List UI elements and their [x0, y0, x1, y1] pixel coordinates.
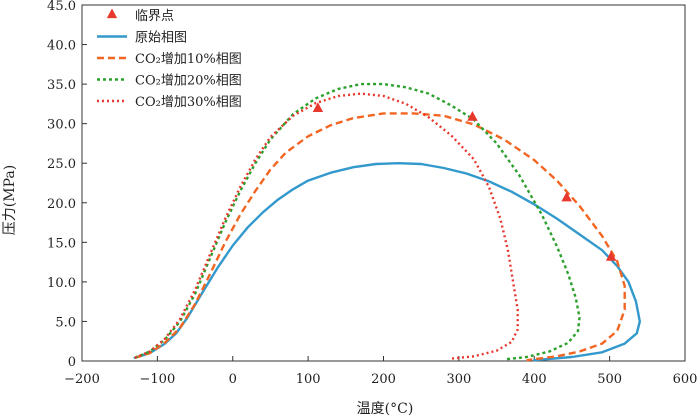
series-line-1: [133, 162, 641, 362]
y-tick-label: 15.0: [47, 236, 76, 251]
x-tick-label: −200: [64, 372, 100, 387]
series-line-2: [134, 112, 626, 362]
critical-point-marker: [561, 191, 572, 202]
legend-label-4: CO₂增加30%相图: [135, 95, 242, 110]
y-tick-label: 0: [68, 355, 76, 370]
x-tick-label: −100: [140, 372, 176, 387]
y-tick-label: 35.0: [47, 78, 76, 93]
axes-layer: −200 −100 0 100 200 300 400 500 600 0 5.0 10.0 15.0 2…: [47, 0, 697, 387]
legend-label-1: 原始相图: [135, 31, 187, 46]
series-line-4: [134, 92, 519, 360]
critical-point-marker: [312, 102, 324, 112]
x-tick-label: 0: [229, 372, 237, 387]
x-tick-label: 500: [597, 372, 622, 387]
y-axis-label: 压力(MPa): [2, 165, 18, 235]
x-tick-label: 100: [296, 372, 321, 387]
series-layer: [133, 82, 641, 362]
y-tick-label: 5.0: [55, 315, 76, 330]
y-tick-label: 25.0: [47, 157, 76, 172]
legend-label-3: CO₂增加20%相图: [135, 74, 242, 89]
legend-label-2: CO₂增加10%相图: [135, 52, 242, 67]
legend-critical-point-label: 临界点: [135, 9, 174, 24]
y-tick-label: 30.0: [47, 118, 76, 133]
critical-point-marker: [467, 111, 478, 121]
critical-point-layer: [312, 102, 617, 261]
critical-point-marker: [605, 251, 617, 261]
x-tick-label: 400: [522, 372, 547, 387]
y-tick-label: 45.0: [47, 0, 76, 14]
x-tick-label: 300: [446, 372, 471, 387]
x-tick-label: 200: [371, 372, 396, 387]
y-tick-label: 20.0: [47, 197, 76, 212]
x-tick-label: 600: [673, 372, 698, 387]
series-line-3: [134, 82, 581, 361]
x-axis-label: 温度(°C): [357, 401, 414, 417]
y-tick-label: 10.0: [47, 276, 76, 291]
y-tick-label: 40.0: [47, 39, 76, 54]
legend-critical-point-symbol: [106, 8, 118, 19]
